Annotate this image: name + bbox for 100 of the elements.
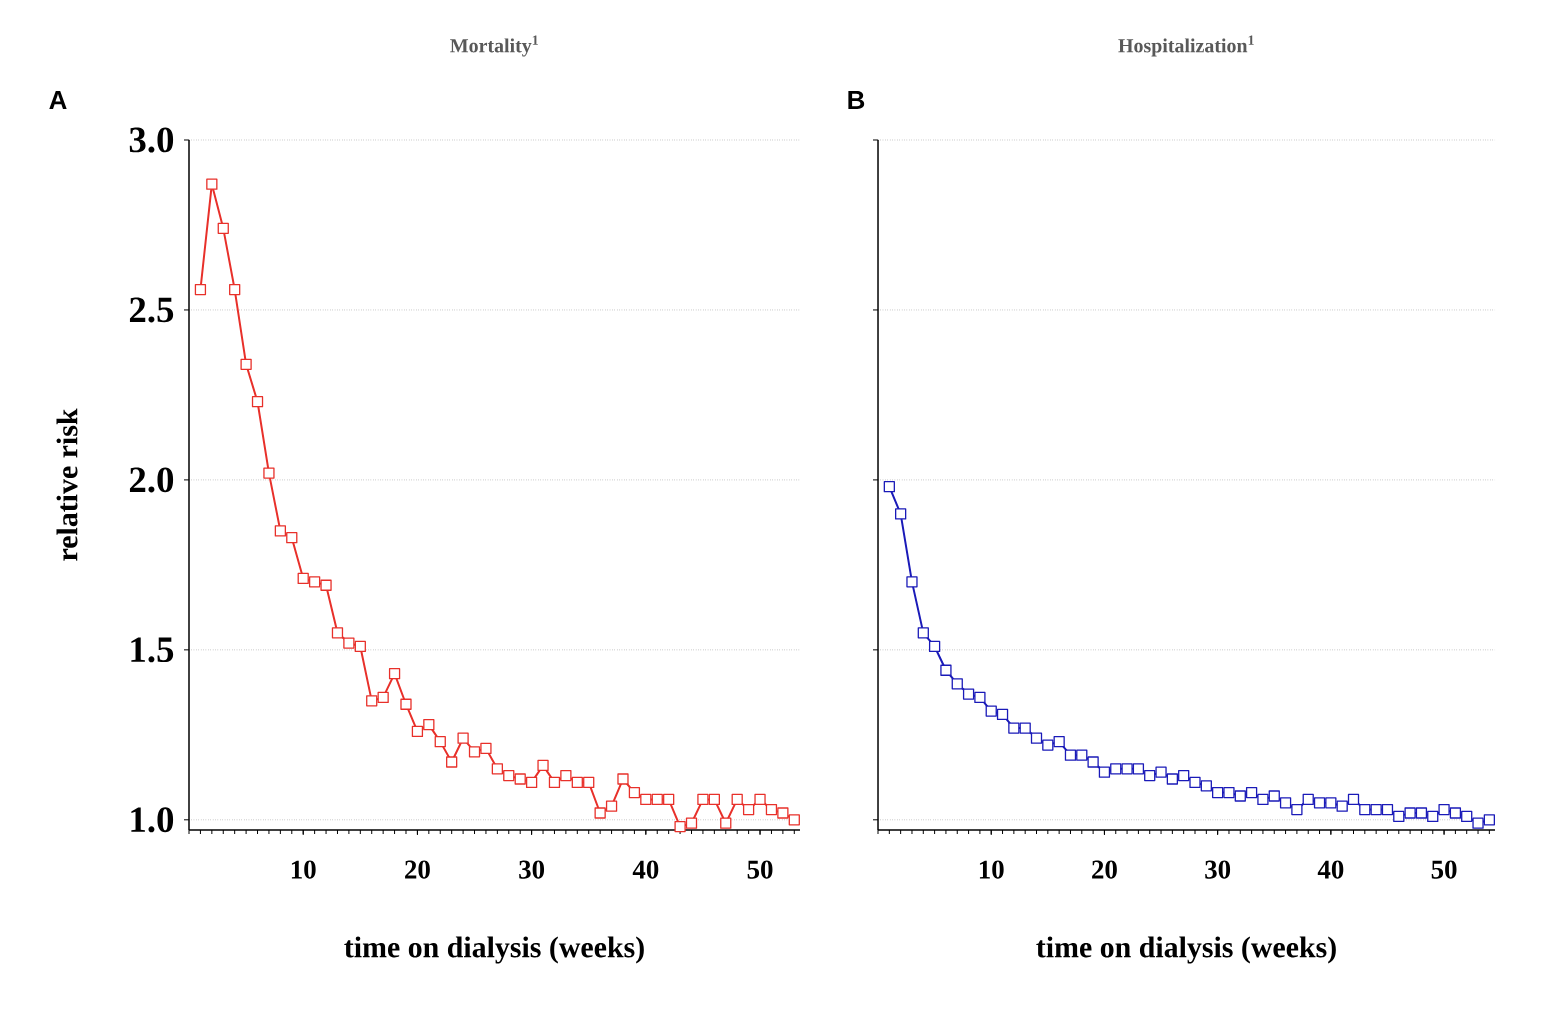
chart-title: Hospitalization$^{1}$ [1118, 35, 1254, 57]
y-tick-label: 1.0 [131, 807, 174, 833]
point [366, 695, 378, 707]
point [697, 793, 709, 806]
point [640, 793, 652, 806]
point [788, 814, 800, 826]
x-axis-title: time on dialysis (weeks) [1036, 936, 1336, 964]
point [906, 576, 918, 588]
y-tick-label: 2.0 [129, 467, 174, 493]
text: B [848, 91, 865, 109]
point [194, 283, 207, 296]
text: A [49, 91, 67, 109]
point [320, 579, 332, 591]
point [491, 763, 504, 775]
point [742, 803, 755, 816]
point [883, 481, 895, 493]
point [1336, 800, 1348, 812]
point [1166, 773, 1179, 785]
point [1053, 735, 1065, 748]
point [1019, 722, 1031, 734]
point [777, 807, 789, 819]
point [951, 678, 963, 690]
point [928, 640, 941, 653]
point [1347, 793, 1360, 806]
point [1291, 803, 1303, 816]
point [1245, 786, 1258, 799]
point [1427, 810, 1439, 823]
point [1064, 749, 1077, 761]
point [457, 732, 469, 744]
point [1200, 780, 1212, 792]
point [343, 637, 355, 649]
point [1449, 807, 1462, 819]
point [1359, 803, 1371, 816]
point [503, 769, 515, 782]
point [1234, 790, 1246, 802]
point [514, 773, 526, 785]
point [1030, 732, 1043, 744]
point [263, 467, 275, 479]
point [206, 178, 218, 190]
x-tick-label: 50 [747, 860, 773, 879]
point [1189, 776, 1201, 789]
point [1438, 803, 1450, 816]
point [1212, 786, 1224, 799]
point [962, 688, 975, 700]
point [537, 759, 549, 772]
point [1325, 797, 1337, 809]
point [411, 725, 424, 738]
point [1370, 803, 1382, 816]
point [240, 358, 252, 370]
point [974, 691, 986, 704]
point [1008, 722, 1020, 734]
point [1393, 810, 1405, 823]
point [1472, 817, 1484, 829]
point [480, 742, 492, 755]
point [1132, 763, 1145, 775]
point [400, 698, 412, 710]
point [1144, 769, 1156, 782]
point [434, 735, 446, 748]
point [308, 576, 321, 588]
point [1313, 797, 1326, 809]
x-tick-label: 20 [405, 860, 430, 879]
point [651, 793, 663, 806]
point [560, 769, 572, 782]
x-axis-title: time on dialysis (weeks) [344, 936, 644, 964]
x-tick-label: 10 [291, 860, 316, 879]
point [274, 525, 287, 537]
point [1121, 763, 1133, 775]
point [708, 793, 720, 806]
x-tick-label: 10 [979, 860, 1004, 879]
y-tick-label: 1.5 [131, 637, 174, 663]
point [685, 817, 698, 829]
point [594, 807, 606, 819]
point [674, 820, 686, 833]
point [286, 532, 298, 544]
point [1279, 797, 1292, 809]
point [917, 627, 929, 639]
point [1110, 763, 1122, 775]
point [571, 776, 583, 789]
x-tick-label: 40 [632, 860, 659, 879]
point [229, 283, 241, 296]
chart-title: Mortality$^{1}$ [450, 35, 538, 57]
point [583, 776, 595, 789]
point [996, 708, 1009, 721]
x-tick-label: 30 [519, 860, 545, 879]
point [1178, 769, 1190, 782]
point [525, 776, 538, 789]
y-tick-label: 2.5 [129, 297, 174, 323]
point [985, 705, 997, 717]
point [895, 508, 907, 520]
point [423, 718, 435, 731]
y-tick-label: 3.0 [129, 127, 174, 153]
point [297, 572, 309, 585]
point [1268, 790, 1280, 802]
point [388, 667, 401, 680]
point [217, 222, 229, 235]
x-tick-label: 40 [1317, 860, 1344, 879]
point [605, 800, 618, 812]
point [1042, 739, 1054, 751]
point [1381, 803, 1394, 816]
point [617, 773, 629, 785]
